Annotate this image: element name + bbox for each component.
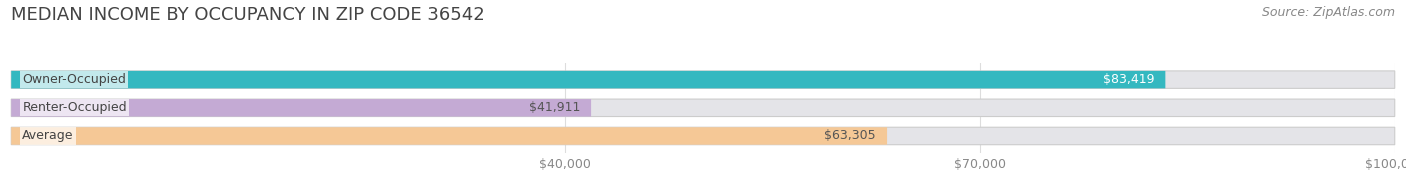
Text: Source: ZipAtlas.com: Source: ZipAtlas.com [1261,6,1395,19]
Text: Owner-Occupied: Owner-Occupied [22,73,127,86]
Text: $83,419: $83,419 [1102,73,1154,86]
FancyBboxPatch shape [11,71,1166,88]
FancyBboxPatch shape [11,99,591,117]
FancyBboxPatch shape [11,127,1395,145]
FancyBboxPatch shape [11,127,887,145]
Text: Renter-Occupied: Renter-Occupied [22,101,127,114]
Text: Average: Average [22,130,75,142]
Text: $63,305: $63,305 [824,130,876,142]
FancyBboxPatch shape [11,71,1395,88]
FancyBboxPatch shape [11,99,1395,117]
Text: $41,911: $41,911 [529,101,581,114]
Text: MEDIAN INCOME BY OCCUPANCY IN ZIP CODE 36542: MEDIAN INCOME BY OCCUPANCY IN ZIP CODE 3… [11,6,485,24]
